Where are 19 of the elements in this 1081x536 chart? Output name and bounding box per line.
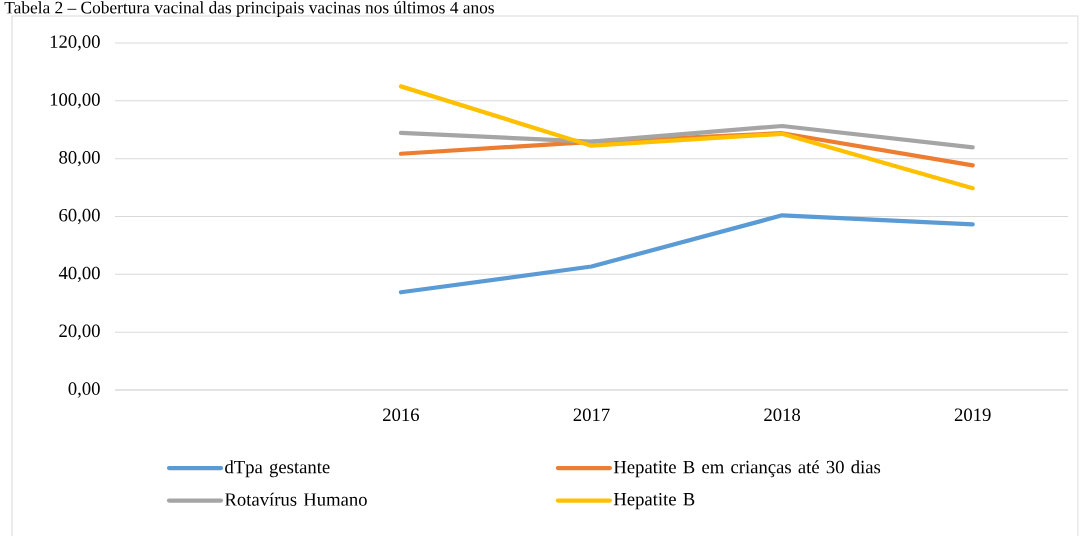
y-tick-label: 20,00 [59, 324, 100, 340]
line-series [398, 84, 975, 191]
legend-label: Rotavírus Humano [225, 492, 367, 506]
x-tick-label: 2019 [954, 408, 991, 422]
line-series [398, 213, 975, 295]
y-tick-label: 80,00 [59, 151, 100, 167]
x-tick-label: 2017 [573, 408, 610, 422]
legend-label: Hepatite B [613, 492, 695, 510]
y-tick-label: 0,00 [68, 382, 100, 398]
y-tick-label: 100,00 [50, 93, 100, 109]
line-series [398, 123, 975, 150]
x-tick-label: 2018 [764, 408, 801, 422]
y-tick-label: 60,00 [59, 208, 100, 225]
y-tick-label: 40,00 [58, 266, 100, 282]
x-tick-label: 2016 [383, 408, 420, 422]
y-tick-label: 120,00 [50, 35, 100, 51]
legend-label: Hepatite B em crianças até 30 dias [613, 460, 881, 478]
legend-label: dTpa gestante [225, 460, 330, 478]
chart-title: Tabela 2 – Cobertura vacinal das principais vacinas nos últimos 4 anos [4, 1, 494, 17]
